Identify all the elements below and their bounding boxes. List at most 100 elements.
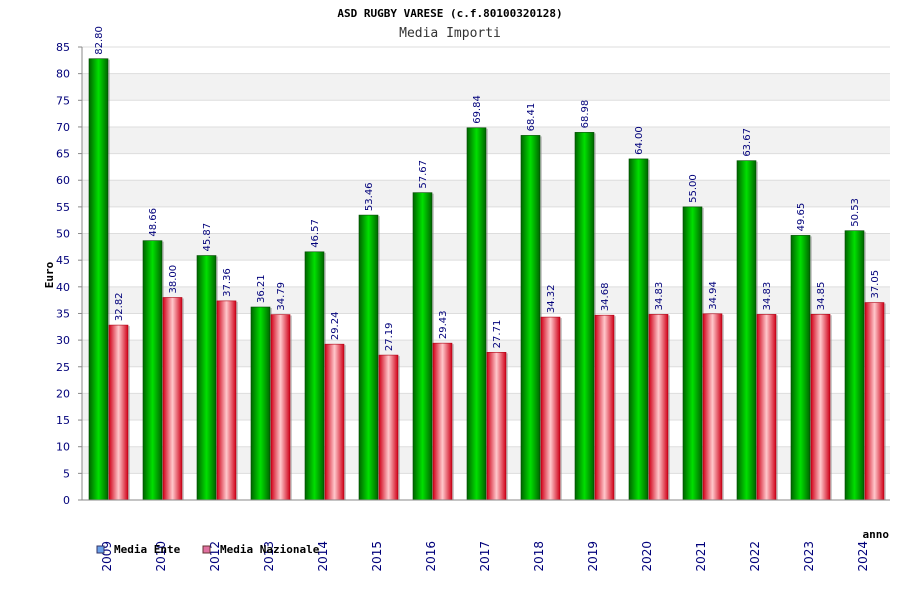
x-tick-label: 2018: [532, 541, 546, 572]
y-tick-label: 15: [56, 414, 70, 427]
bar-shadow: [668, 315, 670, 500]
y-tick-label: 30: [56, 334, 70, 347]
value-label-media-nazionale: 37.36: [222, 268, 233, 297]
bar-media-ente: [682, 206, 703, 501]
bar-shadow: [884, 303, 886, 500]
y-tick-label: 35: [56, 307, 70, 320]
value-label-media-ente: 36.21: [256, 274, 267, 303]
x-tick-label: 2013: [262, 541, 276, 572]
y-tick-label: 55: [56, 201, 70, 214]
value-label-media-nazionale: 27.71: [492, 320, 503, 349]
bar-shadow: [398, 356, 400, 500]
bar-shadow: [290, 315, 292, 500]
value-label-media-nazionale: 32.82: [114, 292, 125, 321]
value-label-media-ente: 68.41: [526, 103, 537, 132]
bar-shadow: [830, 315, 832, 500]
bar-media-nazionale: [756, 314, 777, 501]
bar-shadow: [560, 318, 562, 500]
bar-media-nazionale: [216, 300, 237, 501]
value-label-media-nazionale: 34.83: [762, 282, 773, 311]
plot-band: [82, 100, 890, 127]
x-tick-label: 2015: [370, 541, 384, 572]
bar-media-nazionale: [702, 313, 723, 501]
chart-title: ASD RUGBY VARESE (c.f.80100320128): [337, 7, 562, 20]
bar-media-nazionale: [540, 316, 561, 501]
value-label-media-ente: 55.00: [688, 174, 699, 203]
bar-media-ente: [358, 214, 379, 501]
value-label-media-ente: 49.65: [796, 203, 807, 232]
x-tick-label: 2016: [424, 541, 438, 572]
bar-media-nazionale: [378, 354, 399, 501]
value-label-media-nazionale: 29.24: [330, 312, 341, 341]
bar-shadow: [236, 301, 238, 500]
legend-label-ente: Media Ente: [114, 543, 181, 556]
y-tick-label: 5: [63, 467, 70, 480]
bar-media-ente: [520, 135, 541, 501]
y-axis-title: Euro: [43, 261, 56, 288]
value-label-media-nazionale: 34.32: [546, 284, 557, 313]
bar-media-ente: [88, 58, 109, 501]
value-label-media-nazionale: 29.43: [438, 311, 449, 340]
bar-shadow: [128, 326, 130, 500]
x-tick-label: 2012: [208, 541, 222, 572]
bar-media-nazionale: [162, 297, 183, 501]
bar-media-ente: [790, 235, 811, 501]
legend-swatch-nazionale: [202, 545, 211, 554]
y-tick-label: 20: [56, 387, 70, 400]
y-tick-label: 10: [56, 441, 70, 454]
y-tick-label: 0: [63, 494, 70, 507]
value-label-media-nazionale: 34.85: [816, 282, 827, 311]
bar-media-nazionale: [324, 343, 345, 501]
value-label-media-ente: 53.46: [364, 182, 375, 211]
value-label-media-nazionale: 34.68: [600, 283, 611, 312]
value-label-media-ente: 82.80: [94, 26, 105, 55]
x-tick-label: 2014: [316, 541, 330, 572]
bar-media-nazionale: [864, 302, 885, 501]
bar-shadow: [776, 315, 778, 500]
x-tick-label: 2019: [586, 541, 600, 572]
bar-media-nazionale: [594, 314, 615, 501]
bars: [88, 58, 886, 501]
x-tick-label: 2021: [694, 541, 708, 572]
value-label-media-ente: 46.57: [310, 219, 321, 248]
value-label-media-ente: 57.67: [418, 160, 429, 189]
value-labels: 82.80 32.82 48.66 38.00 45.87 37.36 36.21 34.79…: [94, 26, 881, 351]
bar-media-nazionale: [648, 314, 669, 501]
y-tick-label: 25: [56, 361, 70, 374]
legend-swatch-ente: [96, 545, 105, 554]
y-tick-label: 45: [56, 254, 70, 267]
plot-band: [82, 47, 890, 74]
value-label-media-ente: 45.87: [202, 223, 213, 252]
chart-subtitle: Media Importi: [399, 26, 501, 41]
bar-shadow: [722, 314, 724, 500]
bar-media-nazionale: [270, 314, 291, 501]
y-tick-label: 80: [56, 68, 70, 81]
bar-shadow: [486, 128, 488, 500]
value-label-media-ente: 63.67: [742, 128, 753, 157]
x-tick-label: 2010: [154, 541, 168, 572]
bar-media-ente: [304, 251, 325, 501]
y-tick-label: 70: [56, 121, 70, 134]
bar-media-ente: [844, 230, 865, 501]
value-label-media-nazionale: 34.79: [276, 282, 287, 311]
bar-media-nazionale: [486, 352, 507, 501]
bar-shadow: [344, 345, 346, 500]
bar-shadow: [108, 59, 110, 501]
x-tick-label: 2024: [856, 541, 870, 572]
x-axis-ticks: 2009 2010 2012 2013 2014 2015 2016 2017 2018 2019…: [100, 541, 870, 572]
x-tick-label: 2022: [748, 541, 762, 572]
bar-media-ente: [574, 132, 595, 501]
value-label-media-ente: 48.66: [148, 208, 159, 237]
bar-shadow: [452, 344, 454, 500]
value-label-media-nazionale: 27.19: [384, 322, 395, 351]
legend-label-nazionale: Media Nazionale: [220, 543, 320, 556]
x-tick-label: 2020: [640, 541, 654, 572]
value-label-media-nazionale: 34.83: [654, 282, 665, 311]
y-tick-label: 40: [56, 281, 70, 294]
bar-media-ente: [142, 240, 163, 501]
value-label-media-ente: 68.98: [580, 100, 591, 129]
value-label-media-nazionale: 34.94: [708, 281, 719, 310]
bar-media-ente: [628, 158, 649, 501]
value-label-media-nazionale: 38.00: [168, 265, 179, 294]
